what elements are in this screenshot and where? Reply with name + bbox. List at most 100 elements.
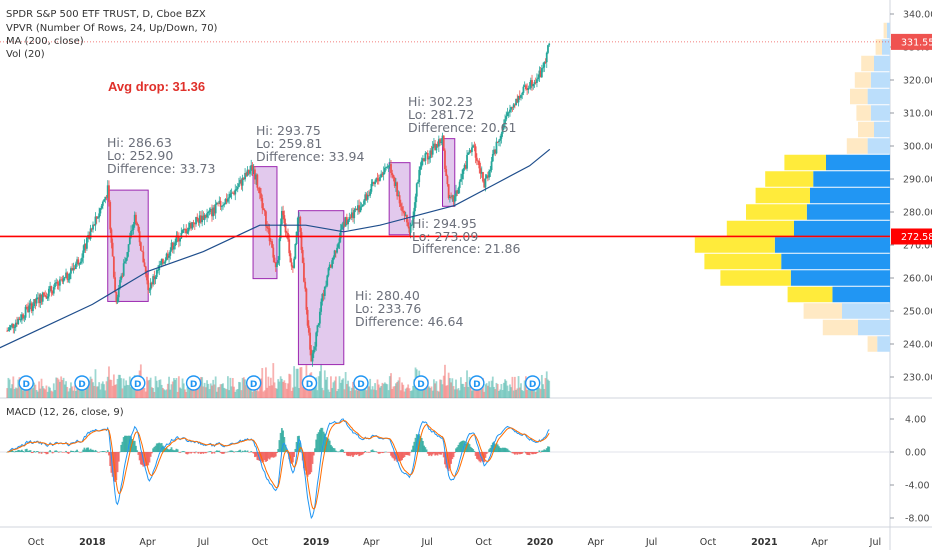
candle-body	[342, 222, 345, 225]
macd-histogram-bar	[81, 451, 83, 453]
dividend-marker[interactable]	[18, 375, 34, 391]
annotation-1-line-2: Lo: 252.90	[107, 148, 173, 163]
volume-bar	[540, 374, 543, 398]
macd-histogram-bar	[542, 450, 544, 452]
vpvr-up-row	[882, 39, 890, 55]
macd-histogram-bar	[40, 452, 43, 454]
volume-bar	[84, 382, 87, 398]
vpvr-up-row	[877, 336, 890, 352]
volume-bar	[326, 377, 329, 398]
candle-body	[169, 250, 172, 256]
volume-bar	[413, 379, 416, 398]
dividend-marker[interactable]	[413, 375, 429, 391]
macd-histogram-bar	[409, 452, 412, 453]
macd-histogram-bar	[374, 451, 376, 452]
volume-bar	[471, 390, 473, 398]
annotation-5-line-2: Lo: 233.76	[355, 301, 421, 316]
volume-bar	[397, 380, 400, 398]
volume-bar	[252, 390, 255, 398]
time-tick-label: Jul	[420, 537, 432, 548]
annotations[interactable]: Hi: 286.63 Lo: 252.90 Difference: 33.73 …	[107, 79, 520, 329]
dividend-marker[interactable]	[185, 375, 202, 391]
candle-body	[315, 332, 318, 347]
candle-body	[209, 209, 212, 211]
candle-body	[152, 276, 155, 285]
price-tick-label: 300.00	[903, 142, 932, 153]
candle-body	[349, 217, 352, 218]
macd-histogram-bar	[294, 448, 297, 452]
macd-histogram-bar	[231, 450, 234, 452]
candle-body	[148, 289, 151, 291]
macd-axis[interactable]: 4.00 0.00 -4.00 -8.00	[890, 415, 930, 525]
macd-histogram-bar	[547, 446, 549, 452]
volume-bar	[467, 386, 470, 398]
volume-bar	[82, 385, 85, 398]
dividend-marker[interactable]	[524, 375, 541, 391]
candle-body	[316, 325, 319, 333]
dividend-marker[interactable]	[301, 375, 318, 391]
macd-histogram-bar	[452, 452, 455, 458]
candle-body	[506, 112, 509, 117]
candle-body	[527, 88, 530, 90]
volume-bar	[130, 387, 132, 398]
volume-bar	[251, 391, 254, 398]
vpvr-down-row	[846, 138, 868, 154]
macd-histogram-bar	[375, 451, 378, 452]
volume-bar	[453, 389, 456, 398]
candle-body	[263, 209, 266, 212]
macd-histogram-bar	[111, 452, 114, 477]
candle-body	[100, 205, 103, 209]
volume-bar	[527, 385, 530, 398]
volume-bar	[257, 391, 260, 398]
vpvr-up-row	[874, 121, 890, 138]
candle-body	[116, 297, 119, 303]
candle-body	[295, 231, 298, 244]
price-candles[interactable]	[6, 42, 551, 367]
time-axis[interactable]: Oct 2018 Apr Jul Oct 2019 Apr Jul Oct 2020 Apr Jul O…	[28, 537, 881, 548]
time-tick-label: Oct	[28, 537, 45, 548]
macd-histogram-bar	[104, 451, 107, 452]
macd-histogram-bar	[448, 452, 451, 469]
candle-body	[9, 325, 12, 328]
macd-pane[interactable]	[0, 418, 890, 520]
volume-bar	[333, 380, 336, 398]
volume-bar	[184, 389, 186, 398]
volume-bar	[280, 378, 283, 398]
macd-histogram-bar	[501, 447, 504, 452]
ma200-line[interactable]	[0, 148, 551, 357]
candle-body	[14, 322, 17, 328]
macd-histogram-bar	[6, 452, 9, 453]
dividend-marker[interactable]	[245, 375, 262, 391]
macd-histogram-bar	[366, 452, 369, 453]
vpvr-histogram[interactable]	[694, 22, 890, 352]
dividend-marker[interactable]	[74, 375, 90, 391]
volume-bar	[303, 386, 305, 398]
macd-histogram-bar	[433, 452, 435, 454]
macd-histogram-bar	[336, 451, 338, 452]
candle-body	[358, 205, 361, 213]
drawdown-box-2[interactable]	[252, 166, 278, 280]
macd-histogram-bar	[117, 452, 120, 462]
volume-bar	[71, 386, 74, 398]
dividend-marker-label: D	[357, 380, 364, 390]
dividend-marker[interactable]	[353, 375, 369, 391]
dividend-marker[interactable]	[469, 375, 485, 391]
candle-body	[120, 275, 123, 280]
macd-histogram-bar	[354, 452, 357, 455]
macd-histogram-bar	[63, 452, 66, 453]
macd-histogram-bar	[32, 452, 34, 453]
candle-body	[403, 210, 406, 216]
volume-bar	[150, 387, 153, 398]
candle-body	[547, 45, 549, 53]
candle-body	[20, 314, 23, 320]
volume-bar	[304, 383, 307, 398]
volume-bar	[314, 381, 316, 398]
dividend-marker[interactable]	[130, 375, 146, 391]
candle-body	[434, 143, 437, 151]
volume-bar	[14, 387, 17, 398]
volume-bar	[542, 384, 544, 398]
volume-bar	[273, 382, 276, 398]
candle-body	[242, 177, 245, 180]
macd-histogram-bar	[353, 452, 356, 456]
